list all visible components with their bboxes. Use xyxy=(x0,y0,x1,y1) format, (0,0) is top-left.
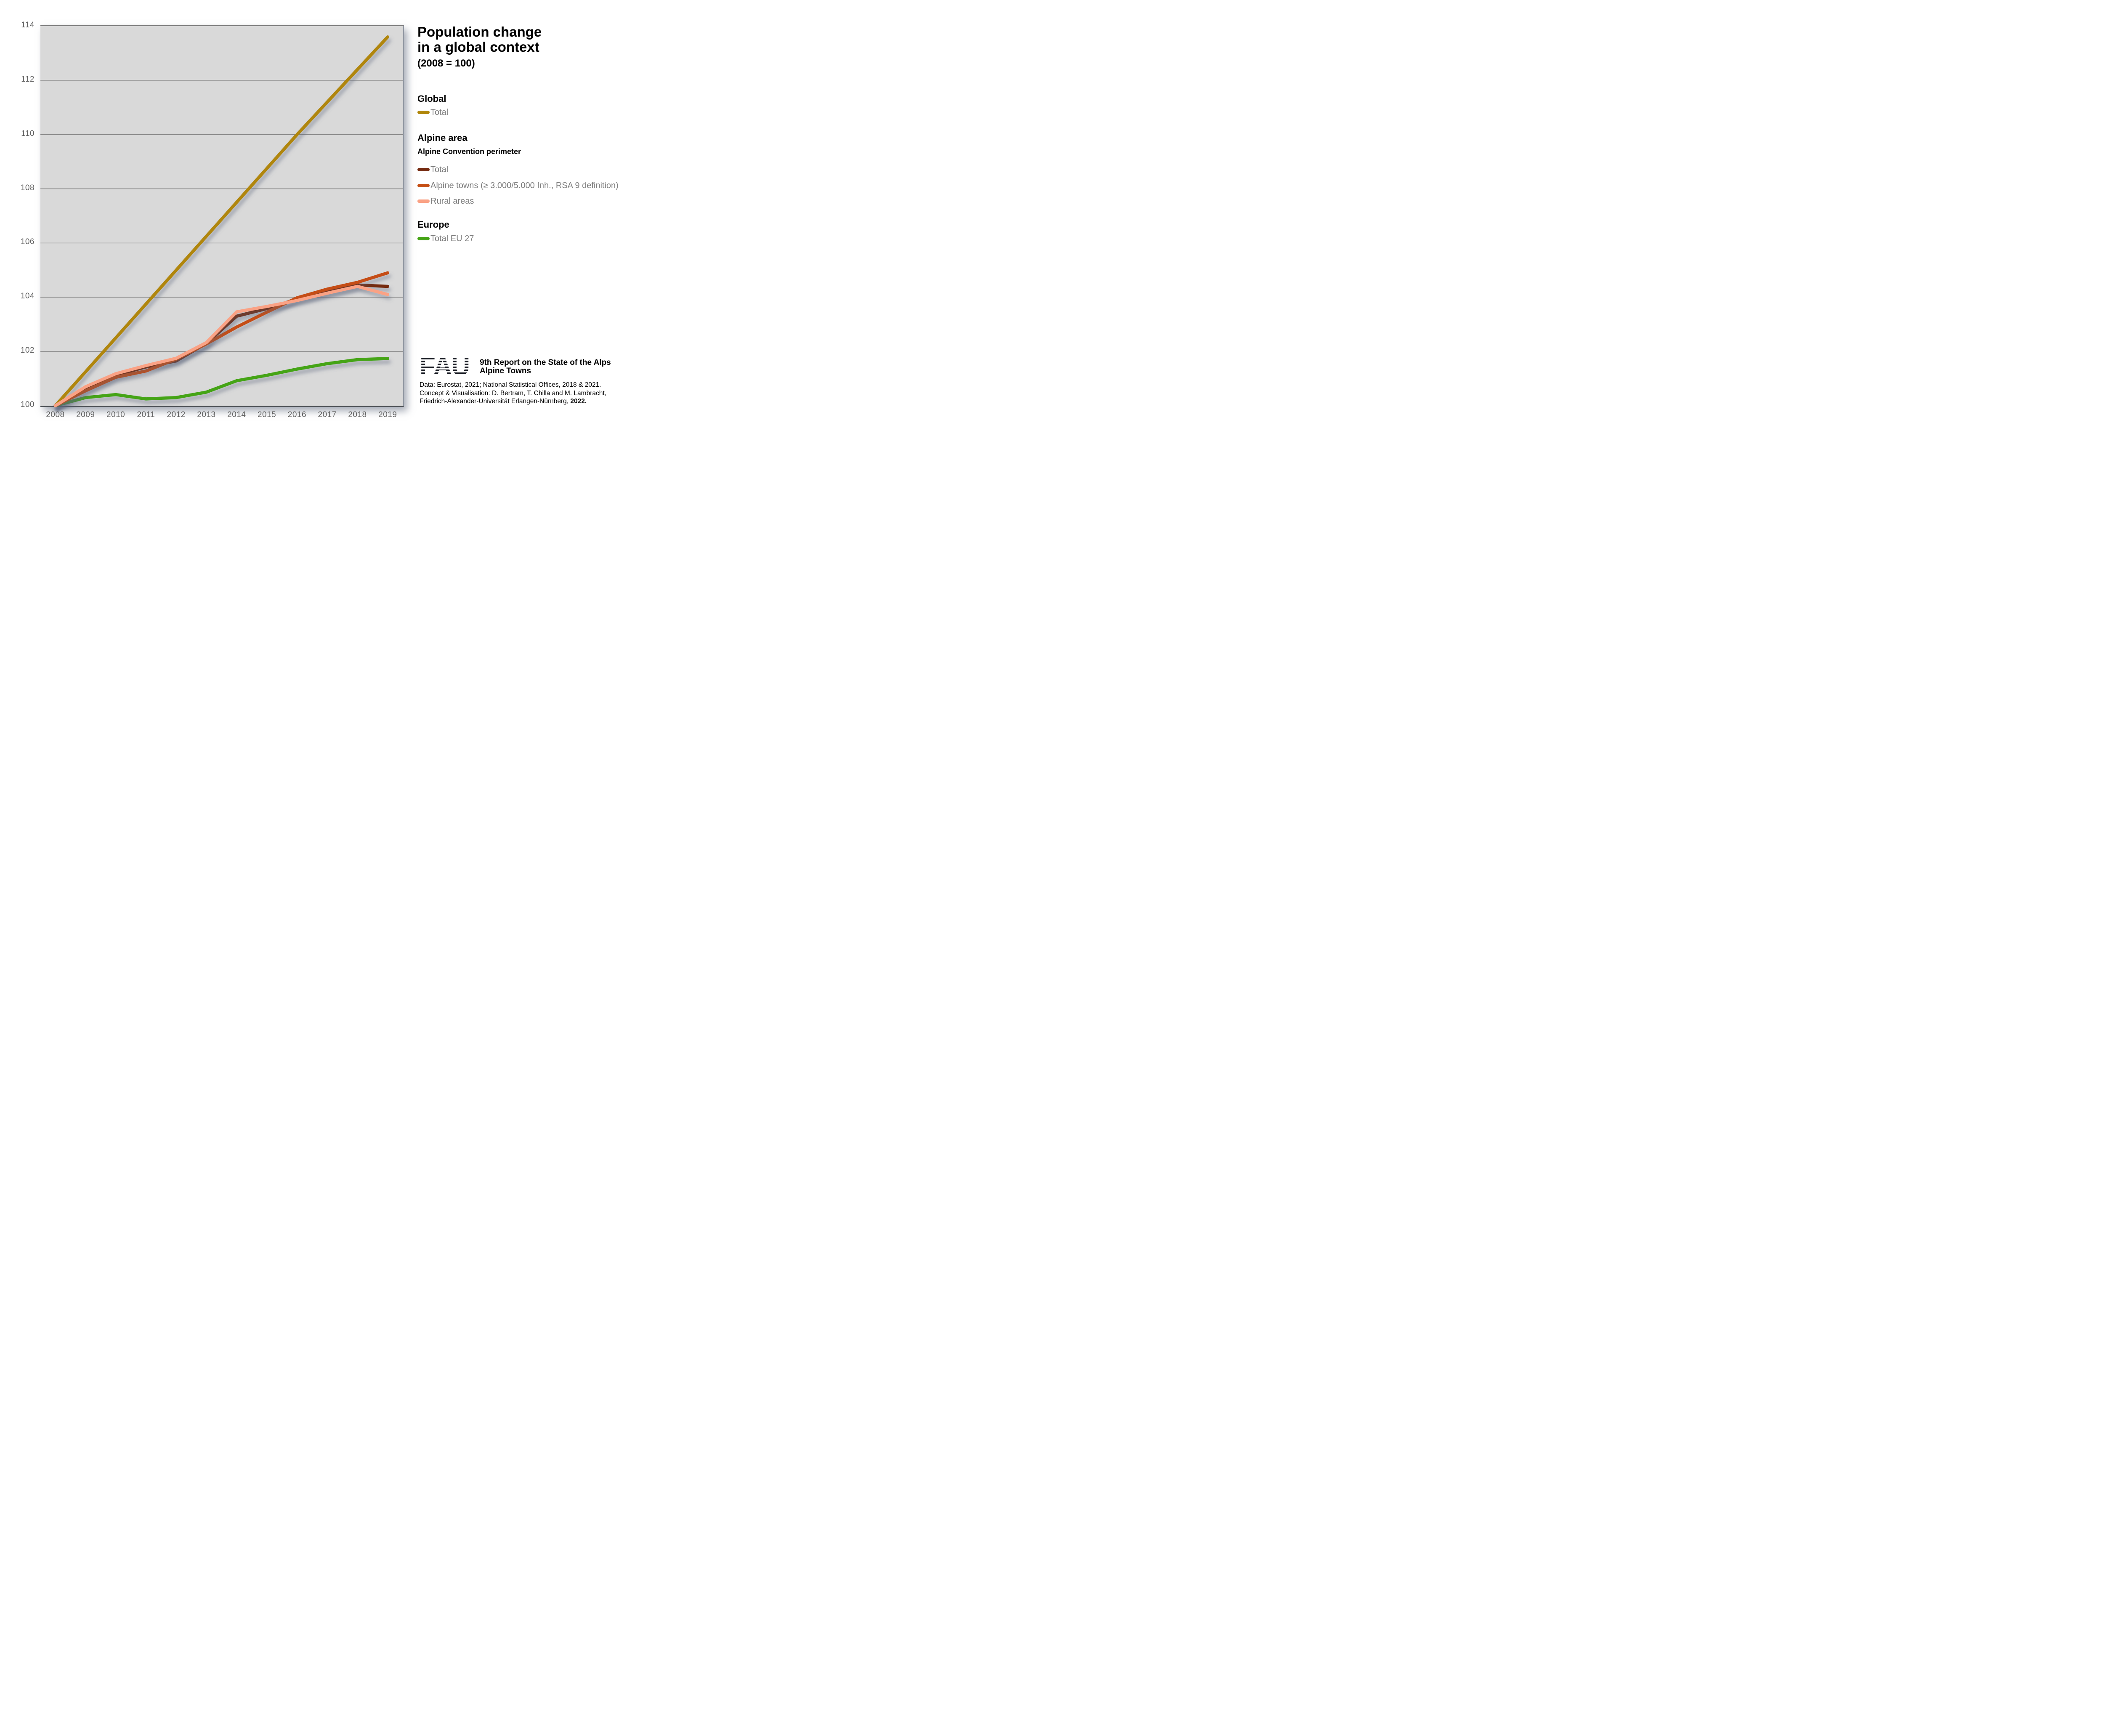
legend-item-eu27-total: Total EU 27 xyxy=(417,234,474,244)
x-axis-label-2017: 2017 xyxy=(318,410,337,419)
chart-subtitle: (2008 = 100) xyxy=(417,58,475,69)
legend-heading-alpine-area: Alpine area xyxy=(417,133,468,143)
legend-label-alpine-total: Total xyxy=(430,165,449,174)
x-axis-label-2010: 2010 xyxy=(106,410,125,419)
x-axis-label-2011: 2011 xyxy=(137,410,155,419)
legend-swatch-rural-areas xyxy=(417,199,430,203)
page: 100 102 104 106 108 110 112 114 2008 2009 2010 201… xyxy=(0,0,699,434)
credit-year: 2022. xyxy=(570,398,587,405)
fau-logo: FAU xyxy=(420,352,470,381)
legend-swatch-alpine-towns xyxy=(417,184,430,187)
x-axis-label-2016: 2016 xyxy=(287,410,307,419)
y-axis-label-110: 110 xyxy=(21,129,35,138)
x-axis-label-2008: 2008 xyxy=(46,410,65,419)
series-line-eu27_total xyxy=(53,357,390,407)
x-axis-label-2009: 2009 xyxy=(76,410,95,419)
legend-label-alpine-towns: Alpine towns (≥ 3.000/5.000 Inh., RSA 9 … xyxy=(430,181,619,190)
report-title-line2: Alpine Towns xyxy=(480,367,531,375)
report-title: 9th Report on the State of the Alps Alpi… xyxy=(480,359,611,375)
legend-item-global-total: Total xyxy=(417,107,448,117)
legend-subheading-alpine-convention: Alpine Convention perimeter xyxy=(417,147,521,156)
legend-swatch-eu27-total xyxy=(417,237,430,240)
series-lines xyxy=(53,35,390,407)
x-axis-label-2013: 2013 xyxy=(197,410,216,419)
legend-label-rural-areas: Rural areas xyxy=(430,196,474,206)
legend-heading-global: Global xyxy=(417,93,446,104)
legend-swatch-alpine-total xyxy=(417,168,430,171)
legend-heading-europe: Europe xyxy=(417,219,449,230)
y-axis-label-100: 100 xyxy=(20,400,35,409)
credit-line-university: Friedrich-Alexander-Universität Erlangen… xyxy=(420,397,587,406)
legend-label-eu27-total: Total EU 27 xyxy=(430,234,474,243)
x-axis-label-2015: 2015 xyxy=(257,410,276,419)
series-line-alpine_towns xyxy=(53,271,390,407)
credit-line-concept: Concept & Visualisation: D. Bertram, T. … xyxy=(420,389,606,397)
y-axis-label-108: 108 xyxy=(20,183,35,192)
legend-swatch-global-total xyxy=(417,111,430,114)
credit-university-text: Friedrich-Alexander-Universität Erlangen… xyxy=(420,398,571,405)
legend-item-rural-areas: Rural areas xyxy=(417,196,474,206)
y-axis-label-112: 112 xyxy=(21,74,35,84)
series-line-global_total xyxy=(53,35,390,407)
y-axis-label-104: 104 xyxy=(20,292,35,301)
legend-item-alpine-towns: Alpine towns (≥ 3.000/5.000 Inh., RSA 9 … xyxy=(417,181,619,191)
chart-plot-area xyxy=(40,25,404,407)
x-axis-label-2014: 2014 xyxy=(227,410,246,419)
y-axis-label-102: 102 xyxy=(20,346,35,355)
x-axis-label-2018: 2018 xyxy=(348,410,367,419)
y-axis-label-114: 114 xyxy=(21,21,35,29)
chart-title-line2: in a global context xyxy=(417,39,539,55)
chart-title: Population change in a global context xyxy=(417,24,542,55)
x-axis-label-2012: 2012 xyxy=(167,410,186,419)
y-axis-label-106: 106 xyxy=(20,237,35,247)
report-title-line1: 9th Report on the State of the Alps xyxy=(480,358,611,367)
credit-line-data: Data: Eurostat, 2021; National Statistic… xyxy=(420,381,601,388)
gridlines xyxy=(40,80,403,352)
legend-item-alpine-total: Total xyxy=(417,165,448,175)
legend-label-global-total: Total xyxy=(430,107,449,117)
chart-canvas xyxy=(40,35,403,407)
series-line-rural_areas xyxy=(53,284,390,407)
chart-title-line1: Population change xyxy=(417,24,542,40)
x-axis-label-2019: 2019 xyxy=(378,410,397,419)
